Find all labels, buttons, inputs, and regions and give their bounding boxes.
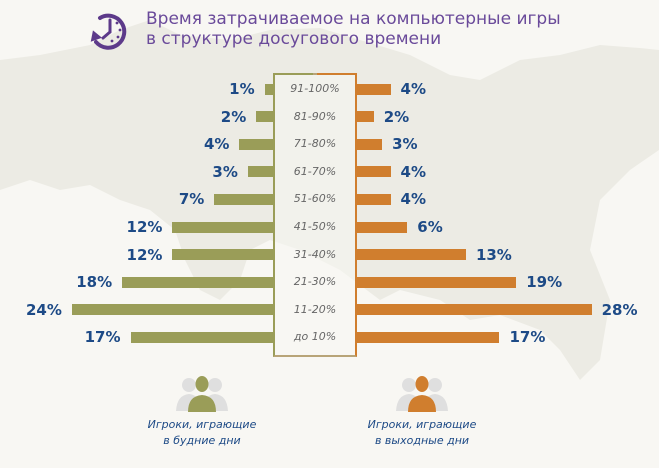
bar-weekend [357,111,374,123]
bar-weekend [357,138,383,150]
value-label-weekday: 3% [212,162,238,181]
category-label: 41-50% [293,220,337,233]
category-label: 21-30% [293,275,337,289]
bar-weekday [71,304,273,316]
bar-weekday [130,331,273,343]
value-label-weekend: 13% [475,245,512,264]
user-group-icon [176,376,228,412]
bar-weekend [357,331,500,343]
value-label-weekend: 4% [400,162,426,181]
bar-weekend [357,83,391,95]
legend-weekday: Игроки, играющие в будние дни [122,375,282,449]
value-label-weekend: 4% [400,190,426,209]
category-label: 31-40% [293,247,337,261]
value-label-weekday: 2% [220,107,247,126]
bar-weekday [264,83,273,95]
bar-weekday [172,249,273,261]
value-label-weekend: 4% [400,80,426,98]
value-label-weekend: 28% [601,300,638,319]
bar-weekday [239,138,273,150]
legend-weekday-label: Игроки, играющие в будние дни [147,418,257,447]
bar-weekday [214,193,273,205]
legend-weekend: Игроки, играющие в выходные дни [342,375,502,449]
category-label: до 10% [293,330,337,344]
legend-weekend-label: Игроки, играющие в выходные дни [367,418,477,447]
value-label-weekday: 12% [126,218,163,236]
value-label-weekend: 19% [526,273,563,292]
category-box [273,73,357,357]
bar-weekday [256,111,273,123]
bar-weekend [357,304,592,316]
bar-weekend [357,276,517,288]
bar-weekday [247,166,273,178]
value-label-weekday: 1% [229,80,255,98]
value-label-weekday: 12% [126,245,163,264]
bar-weekend [357,221,408,233]
category-label: 71-80% [293,137,337,151]
value-label-weekend: 6% [417,218,443,236]
bar-weekend [357,249,466,261]
category-label: 91-100% [290,82,340,95]
category-label: 11-20% [293,302,337,316]
page-title: Время затрачиваемое на компьютерные игры… [146,9,561,49]
user-group-icon [396,376,448,412]
value-label-weekend: 3% [392,135,418,154]
value-label-weekday: 24% [25,300,62,319]
bar-weekday [172,221,273,233]
category-label: 51-60% [293,192,337,206]
value-label-weekday: 7% [178,190,205,209]
category-label: 81-90% [293,109,337,123]
bar-weekday [122,276,273,288]
value-label-weekday: 4% [204,135,230,154]
bar-weekend [357,193,391,205]
bar-weekend [357,166,391,178]
value-label-weekday: 17% [84,328,121,347]
clock-rewind-icon [90,13,127,50]
value-label-weekday: 18% [76,273,113,292]
value-label-weekend: 2% [383,107,410,126]
category-label: 61-70% [293,164,337,178]
value-label-weekend: 17% [509,328,546,347]
